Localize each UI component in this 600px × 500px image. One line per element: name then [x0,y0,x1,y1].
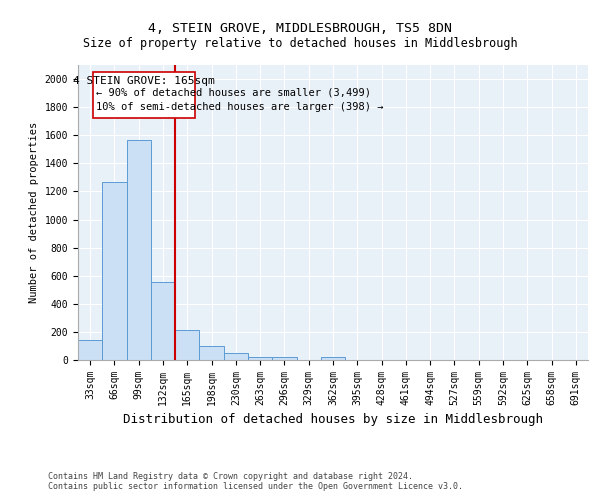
Bar [199,346,224,360]
Bar [151,282,175,360]
Text: Contains public sector information licensed under the Open Government Licence v3: Contains public sector information licen… [48,482,463,491]
Y-axis label: Number of detached properties: Number of detached properties [29,122,39,303]
Bar [175,330,199,360]
Text: 4, STEIN GROVE, MIDDLESBROUGH, TS5 8DN: 4, STEIN GROVE, MIDDLESBROUGH, TS5 8DN [148,22,452,36]
FancyBboxPatch shape [92,72,194,118]
Bar [321,357,345,360]
Text: ← 90% of detached houses are smaller (3,499): ← 90% of detached houses are smaller (3,… [96,88,371,98]
Bar [248,357,272,360]
Bar [224,353,248,360]
Bar [78,340,102,360]
Bar [102,182,127,360]
Text: 4 STEIN GROVE: 165sqm: 4 STEIN GROVE: 165sqm [73,76,214,86]
Bar [127,140,151,360]
Text: Size of property relative to detached houses in Middlesbrough: Size of property relative to detached ho… [83,38,517,51]
Bar [272,357,296,360]
X-axis label: Distribution of detached houses by size in Middlesbrough: Distribution of detached houses by size … [123,414,543,426]
Text: Contains HM Land Registry data © Crown copyright and database right 2024.: Contains HM Land Registry data © Crown c… [48,472,413,481]
Text: 10% of semi-detached houses are larger (398) →: 10% of semi-detached houses are larger (… [96,102,384,112]
